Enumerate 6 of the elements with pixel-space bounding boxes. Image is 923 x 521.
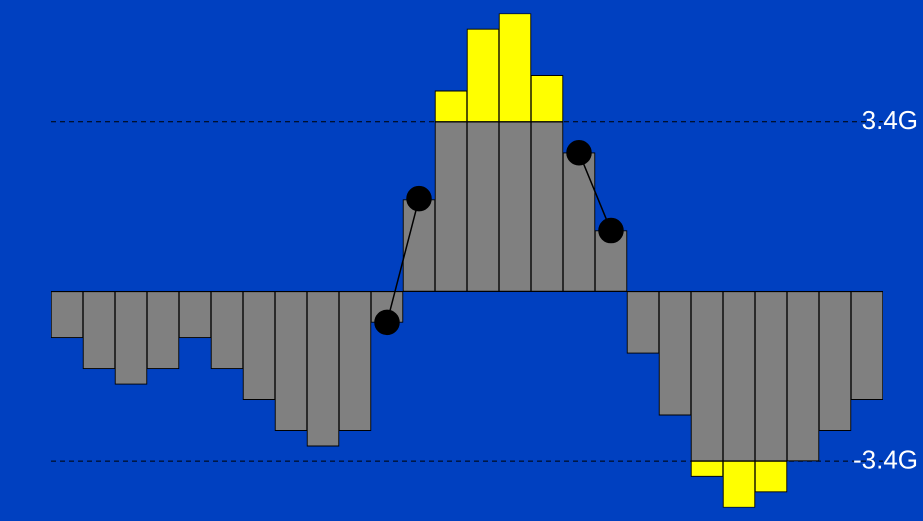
point [566, 140, 592, 166]
y-tick-label: 3.4G [862, 104, 918, 135]
y-tick-label: -3.4G [852, 444, 918, 474]
point [406, 186, 432, 212]
point [374, 310, 400, 336]
point [598, 218, 624, 244]
